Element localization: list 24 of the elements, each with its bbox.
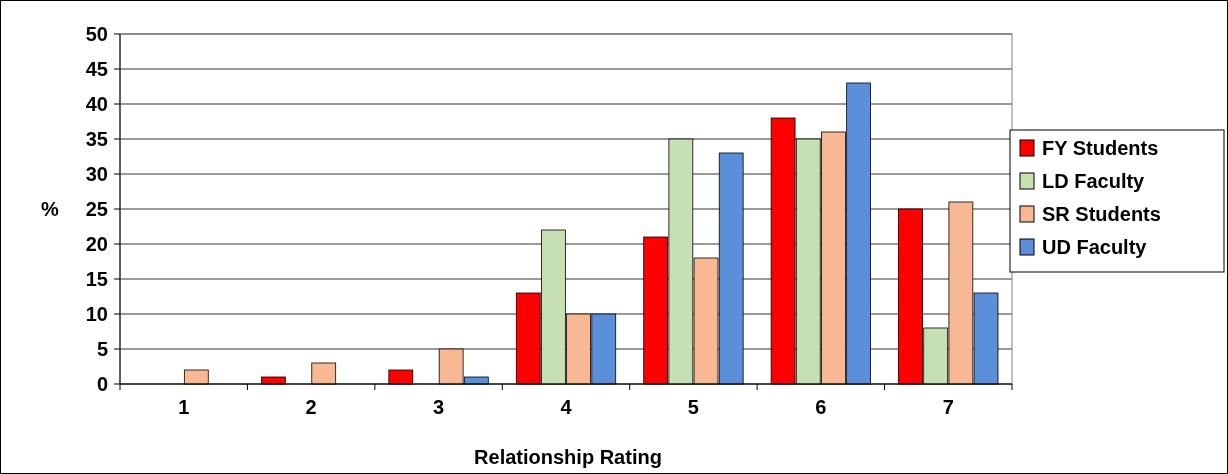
x-tick-label: 3 [433,396,445,418]
y-tick-label: 40 [85,93,108,115]
y-tick-label: 25 [85,198,108,220]
y-tick-label: 45 [85,58,108,80]
x-tick-label: 6 [815,396,827,418]
y-tick-label: 50 [85,23,108,45]
legend-label: SR Students [1042,203,1161,225]
legend-label: FY Students [1042,137,1159,159]
y-tick-label: 35 [85,128,108,150]
legend-label: LD Faculty [1042,170,1146,192]
y-tick-label: 30 [85,163,108,185]
x-axis-title: Relationship Rating [474,446,662,468]
x-tick-label: 4 [560,396,573,418]
y-tick-label: 20 [85,233,108,255]
x-tick-label: 2 [305,396,317,418]
y-tick-label: 0 [96,373,108,395]
x-tick-label: 1 [178,396,190,418]
y-tick-label: 5 [96,338,108,360]
legend-label: UD Faculty [1042,236,1148,258]
y-tick-label: 15 [85,268,108,290]
y-tick-label: 10 [85,303,108,325]
y-axis-title: % [41,198,60,220]
x-tick-label: 5 [687,396,699,418]
x-tick-label: 7 [942,396,954,418]
